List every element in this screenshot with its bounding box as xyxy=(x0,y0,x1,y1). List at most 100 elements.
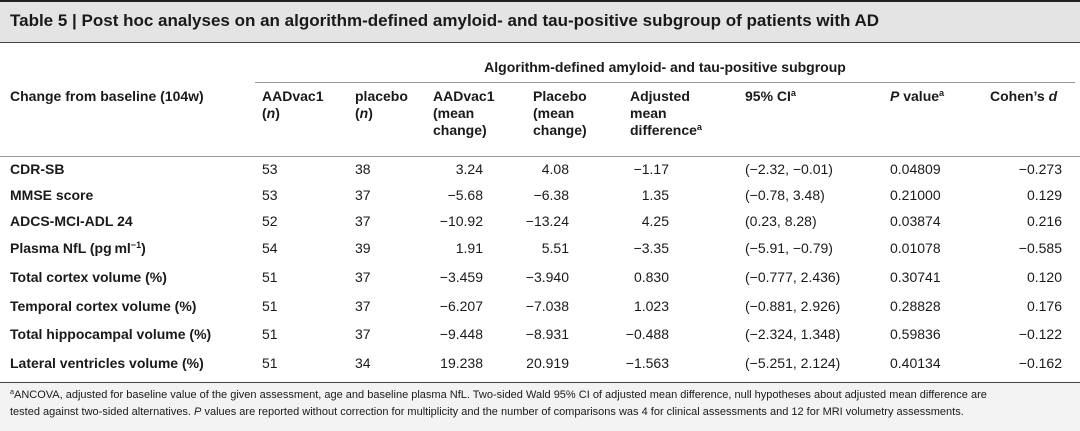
table-cell: −8.931 xyxy=(525,326,569,342)
table-cell: −6.38 xyxy=(533,187,569,203)
text-run: AADvac1 xyxy=(262,88,324,104)
table-cell: (−0.78, 3.48) xyxy=(745,187,825,203)
table-cell: (−5.251, 2.124) xyxy=(745,355,841,371)
footnote-background xyxy=(0,383,1080,431)
table-cell: 0.40134 xyxy=(890,355,941,371)
table-cell: 20.919 xyxy=(526,355,569,371)
text-run: P xyxy=(194,406,202,418)
text-run: n xyxy=(359,105,369,121)
table-cell: 5.51 xyxy=(541,240,569,256)
text-run: n xyxy=(266,105,276,121)
table-title: Table 5 | Post hoc analyses on an algori… xyxy=(10,11,880,30)
text-run: CDR-SB xyxy=(10,161,65,177)
column-header: P valuea xyxy=(890,88,944,105)
column-header: change) xyxy=(533,122,587,139)
table-cell: 37 xyxy=(355,213,371,229)
table-cell: 54 xyxy=(262,240,278,256)
table-cell: −0.273 xyxy=(1018,161,1062,177)
footnote: tested against two-sided alternatives. P… xyxy=(10,406,964,418)
table-cell: 0.830 xyxy=(633,269,669,285)
table-cell: 51 xyxy=(262,269,278,285)
text-run: change) xyxy=(433,122,487,138)
table-cell: (−0.777, 2.436) xyxy=(745,269,841,285)
table-cell: 51 xyxy=(262,326,278,342)
column-header: placebo xyxy=(355,88,408,105)
text-run: placebo xyxy=(355,88,408,104)
table-cell: 0.176 xyxy=(1026,298,1062,314)
table-cell: 19.238 xyxy=(440,355,483,371)
table-cell: −3.35 xyxy=(633,240,669,256)
text-run: Total hippocampal volume (%) xyxy=(10,326,212,342)
table-cell: −3.940 xyxy=(525,269,569,285)
row-label: ADCS-MCI-ADL 24 xyxy=(10,213,133,229)
text-run: 95% CI xyxy=(745,88,791,104)
table-cell: 4.08 xyxy=(541,161,569,177)
table-cell: −0.488 xyxy=(625,326,669,342)
table-cell: 0.129 xyxy=(1026,187,1062,203)
table-cell: −9.448 xyxy=(439,326,483,342)
table-cell: 0.21000 xyxy=(890,187,941,203)
table-cell: 0.28828 xyxy=(890,298,941,314)
column-header: (n) xyxy=(355,105,373,122)
subgroup-heading: Algorithm-defined amyloid- and tau-posit… xyxy=(484,59,846,75)
text-run: P xyxy=(890,88,900,104)
table-cell: 4.25 xyxy=(641,213,669,229)
table-cell: −0.122 xyxy=(1018,326,1062,342)
table-cell: 39 xyxy=(355,240,371,256)
table-cell: (−2.32, −0.01) xyxy=(745,161,833,177)
table-cell: −5.68 xyxy=(447,187,483,203)
table-cell: −0.162 xyxy=(1018,355,1062,371)
column-header: AADvac1 xyxy=(433,88,494,105)
column-header: Cohen’s d xyxy=(990,88,1057,105)
superscript: a xyxy=(790,88,796,98)
text-run: value xyxy=(899,88,940,104)
table-cell: (−0.881, 2.926) xyxy=(745,298,841,314)
text-run: Cohen’s xyxy=(990,88,1049,104)
superscript: −1 xyxy=(130,240,142,250)
text-run: (mean xyxy=(533,105,575,121)
table-cell: 53 xyxy=(262,187,278,203)
table-cell: (0.23, 8.28) xyxy=(745,213,817,229)
row-label: MMSE score xyxy=(10,187,93,203)
table-cell: 1.023 xyxy=(633,298,669,314)
table-cell: 37 xyxy=(355,298,371,314)
text-run: mean xyxy=(630,105,667,121)
column-header: change) xyxy=(433,122,487,139)
table-cell: 1.35 xyxy=(641,187,669,203)
column-header: 95% CIa xyxy=(745,88,796,105)
text-run: d xyxy=(1048,88,1058,104)
title-bar xyxy=(0,0,1080,42)
text-run: Placebo xyxy=(533,88,587,104)
table-cell: 51 xyxy=(262,298,278,314)
row-label: Lateral ventricles volume (%) xyxy=(10,355,204,371)
rule xyxy=(0,42,1080,43)
rule xyxy=(0,382,1080,383)
text-run: tested against two-sided alternatives. xyxy=(10,406,195,418)
table-cell: −13.24 xyxy=(525,213,569,229)
text-run: (mean xyxy=(433,105,475,121)
text-run: Temporal cortex volume (%) xyxy=(10,298,197,314)
table-cell: (−2.324, 1.348) xyxy=(745,326,841,342)
row-label: Total cortex volume (%) xyxy=(10,269,167,285)
table-cell: 0.59836 xyxy=(890,326,941,342)
row-label: Total hippocampal volume (%) xyxy=(10,326,211,342)
table-cell: 53 xyxy=(262,161,278,177)
column-header: Placebo xyxy=(533,88,587,105)
row-label: CDR-SB xyxy=(10,161,64,177)
text-run: values are reported without correction f… xyxy=(201,406,964,418)
text-run: Plasma NfL (pg ml xyxy=(10,240,131,256)
rule xyxy=(255,82,1075,83)
text-run: AADvac1 xyxy=(433,88,495,104)
table-cell: −7.038 xyxy=(525,298,569,314)
footnote: aANCOVA, adjusted for baseline value of … xyxy=(10,389,987,401)
table-cell: 1.91 xyxy=(455,240,483,256)
text-run: ) xyxy=(368,105,373,121)
text-run: difference xyxy=(630,122,697,138)
table-cell: 0.216 xyxy=(1026,213,1062,229)
column-header: AADvac1 xyxy=(262,88,323,105)
table-cell: 51 xyxy=(262,355,278,371)
text-run: ADCS-MCI-ADL 24 xyxy=(10,213,133,229)
table-cell: 38 xyxy=(355,161,371,177)
table-cell: 37 xyxy=(355,187,371,203)
